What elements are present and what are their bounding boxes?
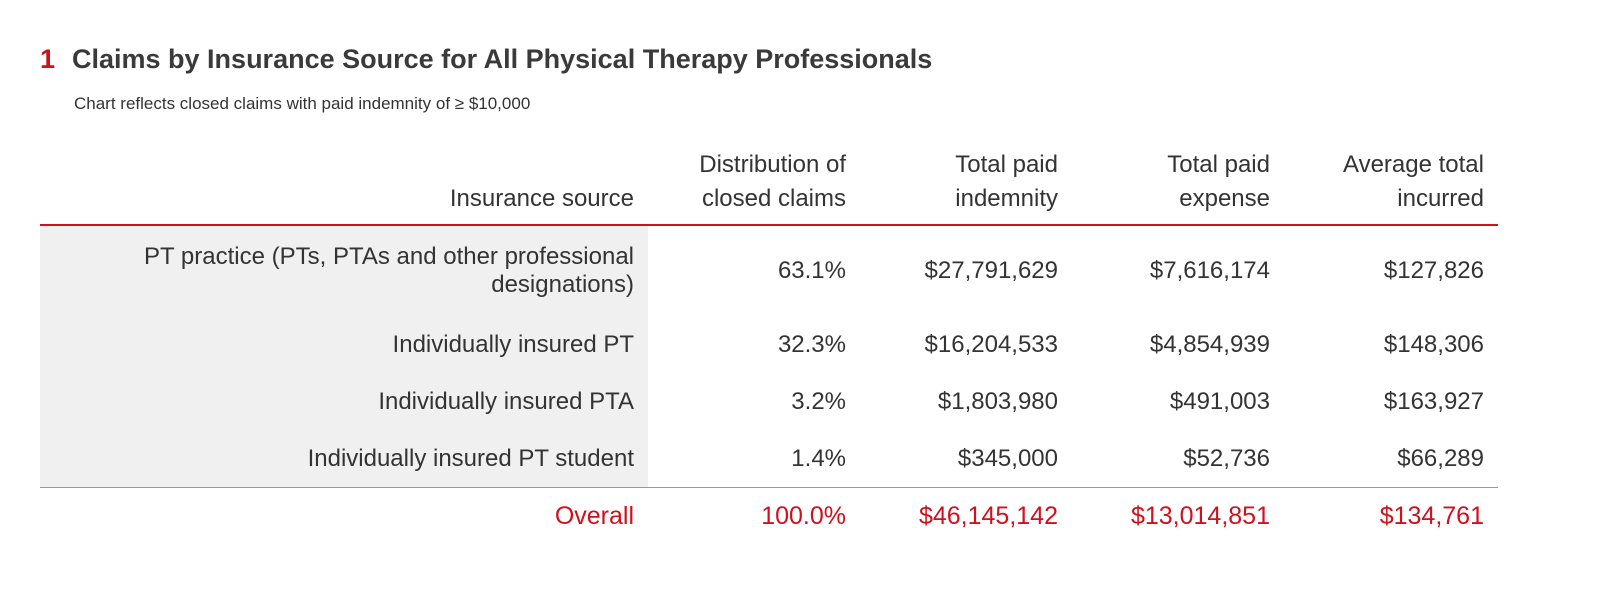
- cell-insurance-source: PT practice (PTs, PTAs and other profess…: [40, 226, 648, 316]
- total-average-incurred: $134,761: [1379, 502, 1484, 530]
- cell-total-paid-indemnity: $1,803,980: [937, 387, 1058, 415]
- total-paid-indemnity: $46,145,142: [918, 502, 1058, 530]
- cell-total-paid-expense: $52,736: [1183, 444, 1270, 472]
- cell-total-paid-indemnity: $345,000: [957, 444, 1058, 472]
- cell-total-paid-expense: $491,003: [1169, 387, 1270, 415]
- header-average-total-incurred: Average total incurred: [1343, 151, 1484, 212]
- figure-number: 1: [40, 44, 56, 74]
- cell-total-paid-indemnity: $16,204,533: [924, 330, 1058, 358]
- cell-average-total-incurred: $127,826: [1383, 257, 1484, 284]
- claims-table: Insurance source Distribution of closed …: [40, 146, 1498, 545]
- cell-distribution: 63.1%: [777, 257, 846, 284]
- cell-total-paid-expense: $7,616,174: [1149, 257, 1270, 284]
- table-header-row: Insurance source Distribution of closed …: [40, 146, 1498, 226]
- header-insurance-source: Insurance source: [449, 185, 634, 212]
- total-label: Overall: [554, 502, 634, 530]
- figure-title: Claims by Insurance Source for All Physi…: [72, 44, 933, 74]
- cell-average-total-incurred: $163,927: [1383, 387, 1484, 415]
- table-row: PT practice (PTs, PTAs and other profess…: [40, 226, 1498, 316]
- cell-distribution: 32.3%: [777, 330, 846, 358]
- header-total-paid-expense: Total paid expense: [1167, 151, 1270, 212]
- table-total-row: Overall 100.0% $46,145,142 $13,014,851 $…: [40, 487, 1498, 545]
- total-paid-expense: $13,014,851: [1130, 502, 1270, 530]
- table-row: Individually insured PT student 1.4% $34…: [40, 430, 1498, 487]
- header-distribution: Distribution of closed claims: [699, 151, 846, 212]
- cell-average-total-incurred: $148,306: [1383, 330, 1484, 358]
- cell-insurance-source: Individually insured PTA: [40, 373, 648, 430]
- figure-subtitle: Chart reflects closed claims with paid i…: [74, 94, 531, 113]
- cell-distribution: 3.2%: [791, 387, 846, 415]
- header-total-paid-indemnity: Total paid indemnity: [955, 151, 1058, 212]
- table-row: Individually insured PT 32.3% $16,204,53…: [40, 316, 1498, 373]
- cell-total-paid-expense: $4,854,939: [1149, 330, 1270, 358]
- figure-title-row: 1 Claims by Insurance Source for All Phy…: [40, 44, 932, 75]
- total-distribution: 100.0%: [761, 502, 846, 530]
- cell-average-total-incurred: $66,289: [1397, 444, 1484, 472]
- cell-distribution: 1.4%: [791, 444, 846, 472]
- table-row: Individually insured PTA 3.2% $1,803,980…: [40, 373, 1498, 430]
- cell-insurance-source: Individually insured PT student: [40, 430, 648, 487]
- cell-total-paid-indemnity: $27,791,629: [924, 257, 1058, 284]
- cell-insurance-source: Individually insured PT: [40, 316, 648, 373]
